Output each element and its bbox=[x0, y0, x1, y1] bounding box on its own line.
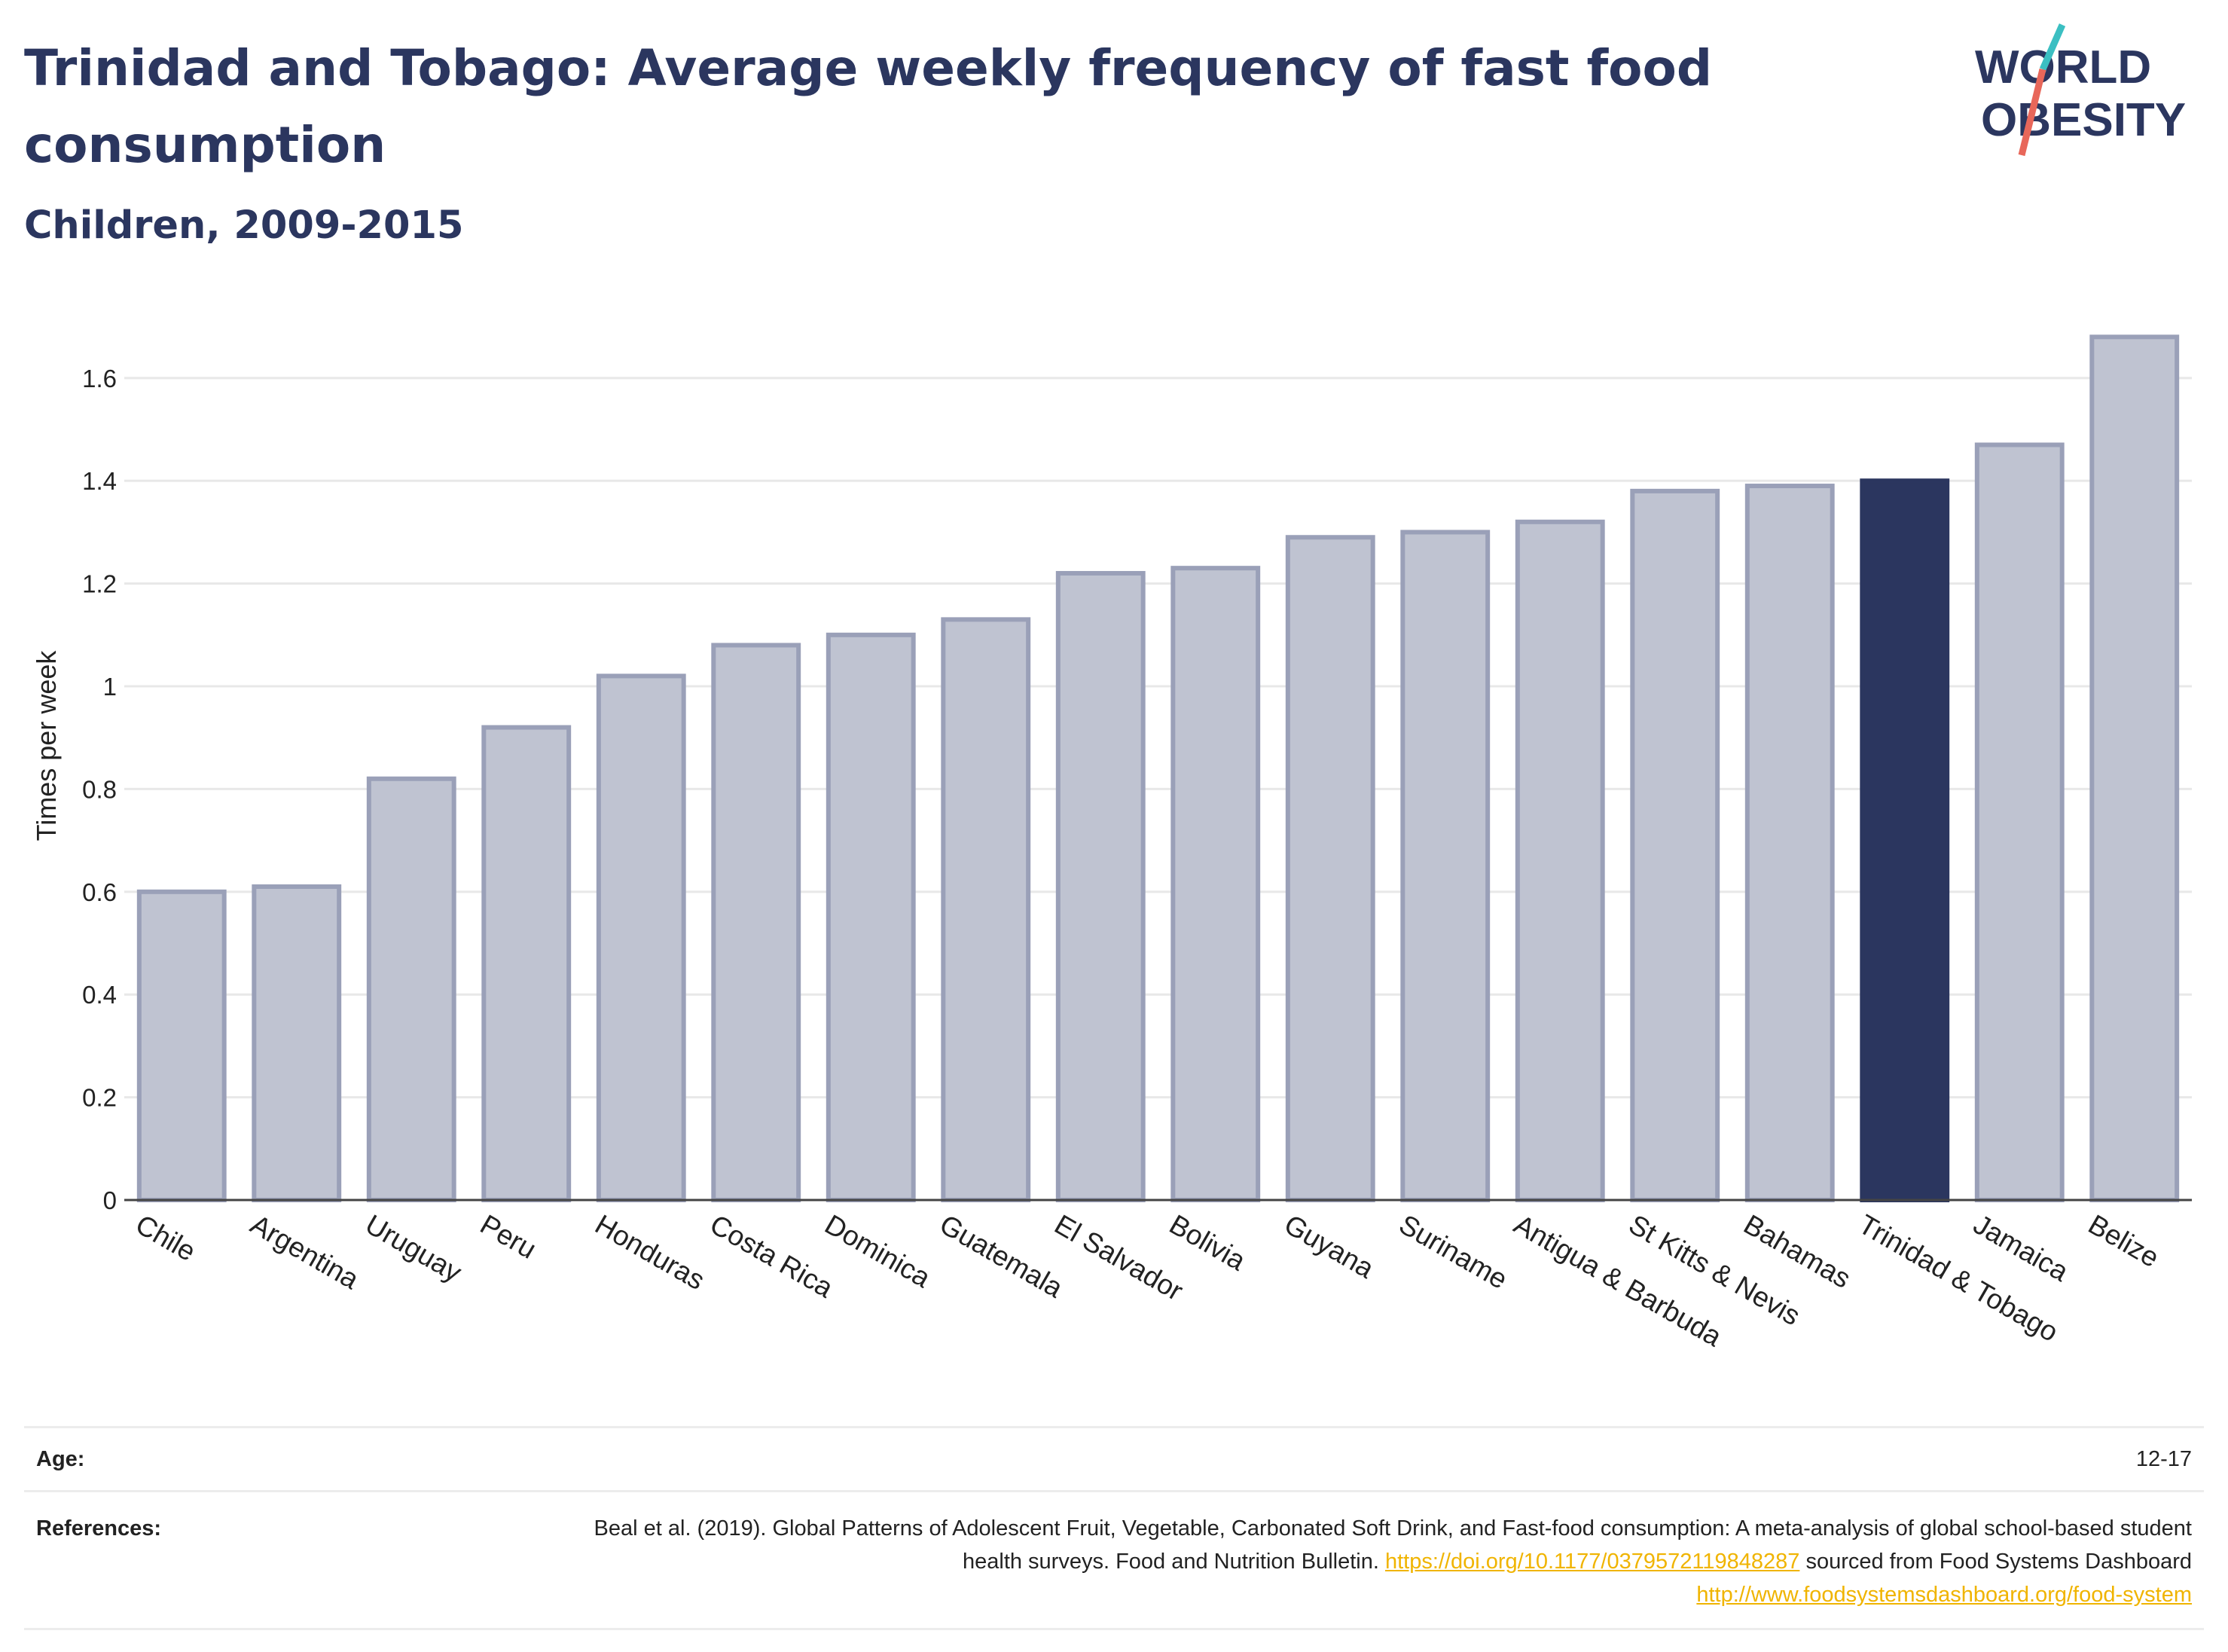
logo-line2: OBESITY bbox=[1981, 94, 2186, 146]
logo-line1: WORLD bbox=[1975, 41, 2151, 93]
x-tick-label: Guyana bbox=[1279, 1208, 1379, 1284]
bar-chile bbox=[136, 889, 227, 1202]
y-tick-label: 1.4 bbox=[82, 467, 117, 495]
age-value: 12-17 bbox=[2135, 1446, 2192, 1471]
y-axis-title: Times per week bbox=[31, 650, 62, 841]
bar-peru bbox=[481, 725, 572, 1202]
y-tick-label: 0 bbox=[103, 1186, 117, 1214]
y-tick-label: 0.2 bbox=[82, 1084, 117, 1112]
references-row: References: Beal et al. (2019). Global P… bbox=[24, 1490, 2204, 1630]
y-axis-ticks: 0 0.2 0.4 0.6 0.8 1 1.2 1.4 1.6 bbox=[82, 365, 117, 1214]
bar-suriname bbox=[1400, 530, 1491, 1202]
chart-title: Trinidad and Tobago: Average weekly freq… bbox=[24, 39, 1713, 174]
x-tick-label: Bolivia bbox=[1164, 1208, 1251, 1276]
bar-dominica bbox=[826, 632, 916, 1203]
dashboard-link[interactable]: http://www.foodsystemsdashboard.org/food… bbox=[1696, 1583, 2192, 1607]
y-tick-label: 1.6 bbox=[82, 365, 117, 392]
x-tick-label: Dominica bbox=[819, 1208, 935, 1293]
y-tick-label: 0.4 bbox=[82, 981, 117, 1009]
age-row: Age: 12-17 bbox=[24, 1426, 2204, 1490]
bar-el-salvador bbox=[1055, 570, 1146, 1203]
x-tick-label: Uruguay bbox=[360, 1208, 467, 1288]
bar-antigua-barbuda bbox=[1515, 519, 1605, 1202]
bar-jamaica bbox=[1974, 442, 2065, 1202]
bar-uruguay bbox=[366, 776, 456, 1202]
x-tick-label: Suriname bbox=[1394, 1208, 1513, 1295]
x-tick-label: El Salvador bbox=[1049, 1208, 1188, 1306]
x-tick-label: Honduras bbox=[590, 1208, 710, 1296]
bar-honduras bbox=[596, 673, 686, 1202]
x-tick-label: Trinidad & Tobago bbox=[1854, 1208, 2064, 1348]
bar-argentina bbox=[252, 884, 342, 1203]
y-tick-label: 1.2 bbox=[82, 570, 117, 598]
chart-subtitle: Children, 2009-2015 bbox=[24, 203, 464, 248]
reference-source: sourced from Food Systems Dashboard bbox=[1805, 1550, 2192, 1574]
x-tick-label: Guatemala bbox=[935, 1208, 1069, 1303]
footer: Age: 12-17 References: Beal et al. (2019… bbox=[24, 1426, 2204, 1630]
x-tick-label: Argentina bbox=[246, 1208, 365, 1295]
y-tick-label: 0.6 bbox=[82, 878, 117, 906]
bar-costa-rica bbox=[711, 643, 801, 1203]
bar-chart: 0 0.2 0.4 0.6 0.8 1 1.2 1.4 1.6 Chile ArgentinaUr… bbox=[31, 334, 2192, 1352]
y-tick-label: 1 bbox=[103, 673, 117, 701]
age-label: Age: bbox=[36, 1446, 85, 1471]
x-tick-label: Chile bbox=[130, 1208, 201, 1267]
bar-trinidad-tobago bbox=[1860, 478, 1950, 1202]
bar-guatemala bbox=[941, 617, 1031, 1202]
references-text: Beal et al. (2019). Global Patterns of A… bbox=[565, 1512, 2204, 1611]
doi-link[interactable]: https://doi.org/10.1177/0379572119848287 bbox=[1384, 1550, 1800, 1574]
reference-citation: Beal et al. (2019). Global Patterns of A… bbox=[594, 1516, 2192, 1574]
logo-slash-bottom bbox=[2018, 68, 2046, 157]
bars bbox=[136, 334, 2180, 1203]
x-tick-label: Antigua & Barbuda bbox=[1509, 1208, 1727, 1352]
bar-bahamas bbox=[1744, 484, 1835, 1203]
logo-slash-top bbox=[2039, 23, 2066, 71]
bar-st-kitts-nevis bbox=[1630, 488, 1720, 1203]
x-tick-label: Costa Rica bbox=[705, 1208, 839, 1303]
world-obesity-logo: WORLD OBESITY bbox=[1975, 23, 2186, 157]
bar-bolivia bbox=[1170, 566, 1261, 1203]
references-label: References: bbox=[36, 1516, 162, 1541]
bar-belize bbox=[2089, 334, 2180, 1203]
bar-guyana bbox=[1285, 535, 1375, 1202]
x-tick-label: Belize bbox=[2083, 1208, 2165, 1273]
y-tick-label: 0.8 bbox=[82, 775, 117, 803]
grid-lines bbox=[124, 377, 2192, 1099]
x-tick-label: Peru bbox=[475, 1208, 542, 1265]
